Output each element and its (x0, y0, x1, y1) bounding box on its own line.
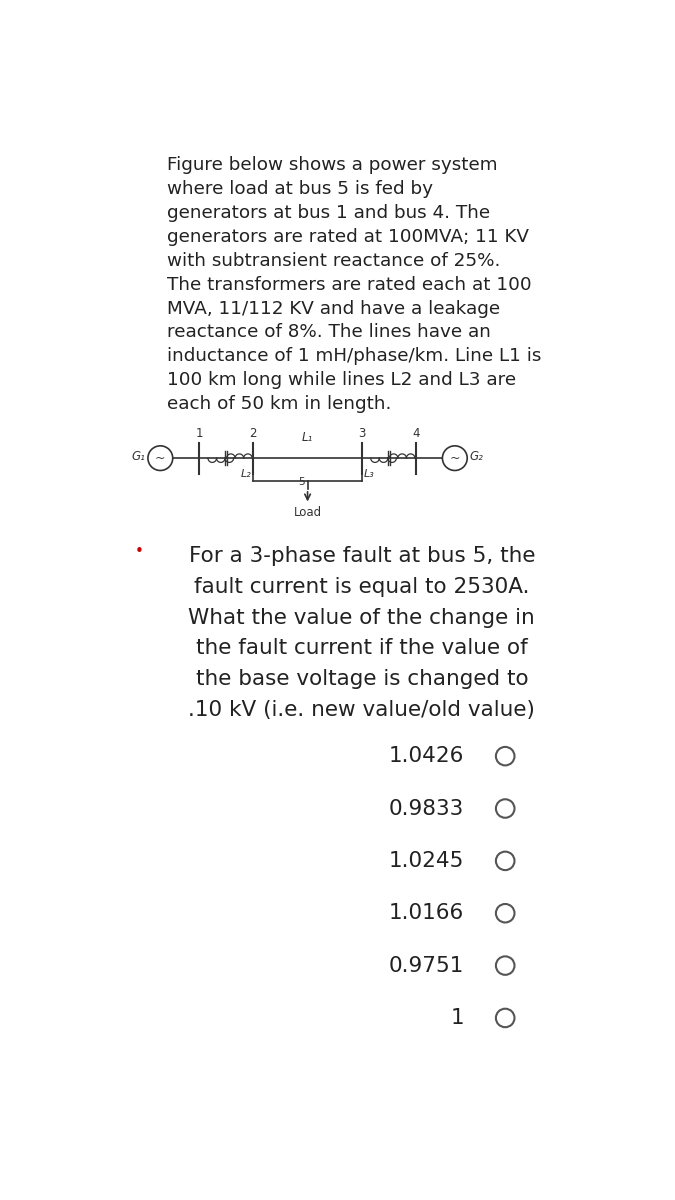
Text: with subtransient reactance of 25%.: with subtransient reactance of 25%. (167, 252, 501, 270)
Text: •: • (135, 545, 144, 559)
Text: What the value of the change in: What the value of the change in (188, 607, 535, 628)
Text: 2: 2 (250, 427, 257, 440)
Text: L₁: L₁ (302, 431, 313, 444)
Text: 4: 4 (412, 427, 420, 440)
Text: For a 3-phase fault at bus 5, the: For a 3-phase fault at bus 5, the (188, 546, 535, 566)
Text: where load at bus 5 is fed by: where load at bus 5 is fed by (167, 180, 433, 198)
Text: L₂: L₂ (240, 468, 251, 479)
Text: generators are rated at 100MVA; 11 KV: generators are rated at 100MVA; 11 KV (167, 228, 529, 246)
Text: the base voltage is changed to: the base voltage is changed to (196, 670, 528, 689)
Text: reactance of 8%. The lines have an: reactance of 8%. The lines have an (167, 324, 491, 342)
Text: Figure below shows a power system: Figure below shows a power system (167, 156, 498, 174)
Text: inductance of 1 mH/phase/km. Line L1 is: inductance of 1 mH/phase/km. Line L1 is (167, 347, 541, 365)
Text: 5: 5 (298, 478, 305, 487)
Text: ~: ~ (450, 451, 460, 464)
Text: 1.0245: 1.0245 (389, 851, 464, 871)
Text: 3: 3 (358, 427, 366, 440)
Text: G₂: G₂ (470, 450, 483, 463)
Text: 100 km long while lines L2 and L3 are: 100 km long while lines L2 and L3 are (167, 371, 516, 389)
Text: 0.9751: 0.9751 (389, 955, 464, 976)
Text: G₁: G₁ (132, 450, 146, 463)
Text: generators at bus 1 and bus 4. The: generators at bus 1 and bus 4. The (167, 204, 491, 222)
Text: 0.9833: 0.9833 (389, 798, 464, 818)
Text: 1: 1 (195, 427, 202, 440)
Text: each of 50 km in length.: each of 50 km in length. (167, 395, 392, 413)
Text: 1.0166: 1.0166 (389, 904, 464, 923)
Text: Load: Load (294, 506, 321, 518)
Text: MVA, 11/112 KV and have a leakage: MVA, 11/112 KV and have a leakage (167, 300, 500, 318)
Text: ~: ~ (155, 451, 165, 464)
Text: fault current is equal to 2530A.: fault current is equal to 2530A. (194, 577, 530, 596)
Text: 1.0426: 1.0426 (389, 746, 464, 766)
Text: 1: 1 (450, 1008, 464, 1028)
Text: .10 kV (i.e. new value/old value): .10 kV (i.e. new value/old value) (188, 700, 535, 720)
Text: the fault current if the value of: the fault current if the value of (196, 638, 528, 659)
Text: L₃: L₃ (364, 468, 375, 479)
Text: The transformers are rated each at 100: The transformers are rated each at 100 (167, 276, 532, 294)
